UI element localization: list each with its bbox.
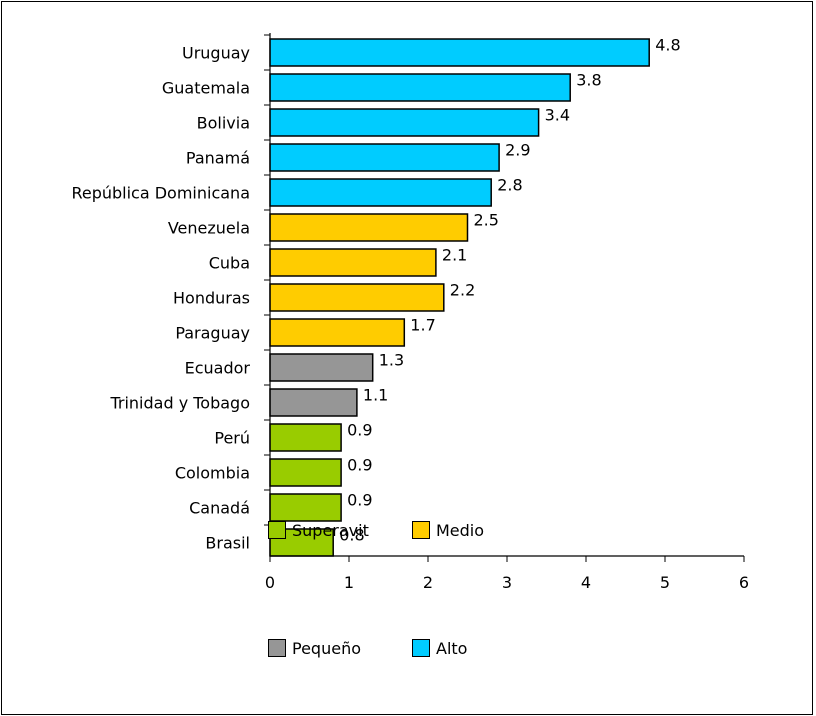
bar-venezuela [269, 213, 469, 242]
legend-label-medio: Medio [436, 520, 485, 540]
legend-item-medio: Medio [412, 520, 484, 540]
x-tick-label-3: 3 [502, 573, 512, 592]
value-label-ecuador: 1.3 [379, 351, 404, 370]
value-label-honduras: 2.2 [450, 281, 475, 300]
x-tick-label-1: 1 [344, 573, 354, 592]
value-label-panama: 2.9 [505, 141, 530, 160]
category-label-cuba: Cuba [209, 254, 250, 273]
category-label-brasil: Brasil [205, 534, 250, 553]
bar-honduras [269, 283, 445, 312]
value-label-canada: 0.9 [347, 491, 372, 510]
bar-ecuador [269, 353, 374, 382]
x-tick-label-6: 6 [739, 573, 749, 592]
value-label-bolivia: 3.4 [545, 106, 570, 125]
bar-colombia [269, 458, 342, 487]
category-label-paraguay: Paraguay [175, 324, 250, 343]
legend: Superavit Medio Pequeño Alto [268, 520, 568, 700]
category-label-uruguay: Uruguay [182, 44, 250, 63]
bar-republica-dominicana [269, 178, 492, 207]
x-tick-label-0: 0 [265, 573, 275, 592]
category-label-guatemala: Guatemala [162, 79, 250, 98]
value-label-brasil: 0.8 [339, 526, 364, 545]
value-label-uruguay: 4.8 [655, 36, 680, 55]
x-tick-label-2: 2 [423, 573, 433, 592]
bar-panama [269, 143, 500, 172]
legend-swatch-alto [412, 639, 430, 657]
legend-swatch-superavit [268, 521, 286, 539]
category-label-bolivia: Bolivia [197, 114, 250, 133]
value-label-guatemala: 3.8 [576, 71, 601, 90]
value-label-colombia: 0.9 [347, 456, 372, 475]
bar-cuba [269, 248, 437, 277]
x-tick-label-5: 5 [660, 573, 670, 592]
category-label-ecuador: Ecuador [185, 359, 251, 378]
axes-layer: 0 1 2 3 4 5 6 [264, 33, 749, 592]
legend-label-pequeno: Pequeño [292, 638, 361, 658]
legend-swatch-pequeno [268, 639, 286, 657]
value-label-republica-dominicana: 2.8 [497, 176, 522, 195]
value-label-peru: 0.9 [347, 421, 372, 440]
category-label-colombia: Colombia [175, 464, 250, 483]
category-label-venezuela: Venezuela [168, 219, 250, 238]
bar-peru [269, 423, 342, 452]
legend-label-alto: Alto [436, 638, 468, 658]
value-labels-layer: 4.8 3.8 3.4 2.9 2.8 2.5 2.1 2.2 1.7 1.3 1.1 0.9 0.9 0… [339, 36, 680, 545]
bars-layer [269, 38, 650, 557]
category-label-peru: Perú [214, 429, 250, 448]
bar-guatemala [269, 73, 571, 102]
legend-item-pequeno: Pequeño [268, 638, 361, 658]
bar-bolivia [269, 108, 540, 137]
value-label-venezuela: 2.5 [474, 211, 499, 230]
category-labels-layer: Uruguay Guatemala Bolivia Panamá República D… [71, 44, 250, 553]
category-label-honduras: Honduras [173, 289, 250, 308]
legend-swatch-medio [412, 521, 430, 539]
category-label-canada: Canadá [189, 499, 250, 518]
bar-trinidad-y-tobago [269, 388, 358, 417]
bar-uruguay [269, 38, 650, 67]
x-tick-label-4: 4 [581, 573, 591, 592]
category-label-panama: Panamá [186, 149, 250, 168]
value-label-cuba: 2.1 [442, 246, 467, 265]
value-label-paraguay: 1.7 [410, 316, 435, 335]
category-label-trinidad-y-tobago: Trinidad y Tobago [109, 394, 250, 413]
value-label-trinidad-y-tobago: 1.1 [363, 386, 388, 405]
category-label-republica-dominicana: República Dominicana [71, 184, 250, 203]
legend-item-superavit: Superavit [268, 520, 369, 540]
bar-canada [269, 493, 342, 522]
bar-paraguay [269, 318, 406, 347]
legend-item-alto: Alto [412, 638, 467, 658]
legend-label-superavit: Superavit [292, 520, 369, 540]
